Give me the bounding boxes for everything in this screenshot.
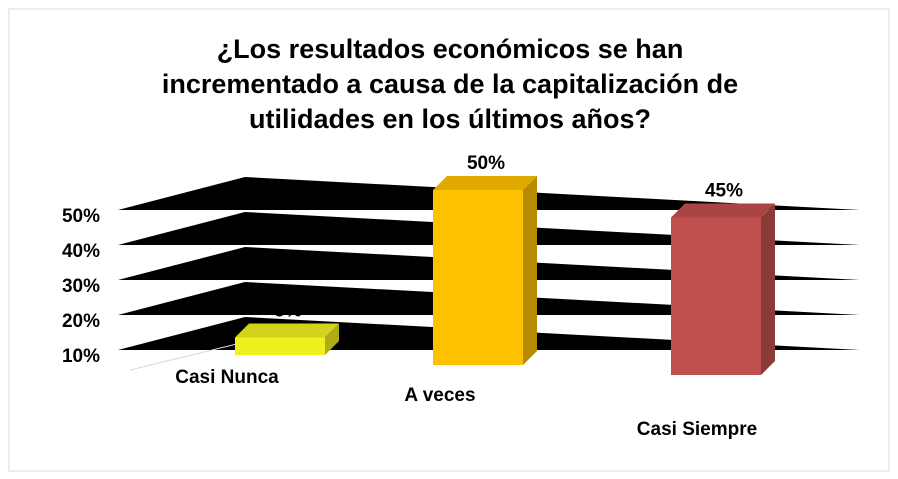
bar-side bbox=[761, 203, 775, 375]
bar-top bbox=[671, 203, 775, 218]
data-label: 50% bbox=[467, 153, 505, 174]
x-tick-label: A veces bbox=[404, 385, 475, 406]
x-tick-label: Casi Siempre bbox=[637, 419, 757, 440]
data-label: 5% bbox=[274, 301, 302, 322]
bar bbox=[433, 190, 523, 365]
floor-line bbox=[129, 341, 246, 371]
y-tick-label: 10% bbox=[62, 346, 100, 367]
y-tick-label: 40% bbox=[62, 241, 100, 262]
bar-side bbox=[523, 176, 537, 365]
bar bbox=[671, 217, 761, 375]
chart-title: ¿Los resultados económicos se han increm… bbox=[161, 34, 739, 134]
bar bbox=[235, 337, 325, 355]
x-tick-label: Casi Nunca bbox=[175, 367, 279, 388]
bar-side bbox=[325, 323, 339, 355]
chart-border bbox=[8, 8, 890, 472]
y-tick-label: 20% bbox=[62, 311, 100, 332]
data-label: 45% bbox=[705, 181, 743, 202]
bar-top bbox=[235, 323, 339, 338]
y-tick-label: 30% bbox=[62, 276, 100, 297]
bar-top bbox=[433, 176, 537, 190]
y-tick-label: 50% bbox=[62, 206, 100, 227]
